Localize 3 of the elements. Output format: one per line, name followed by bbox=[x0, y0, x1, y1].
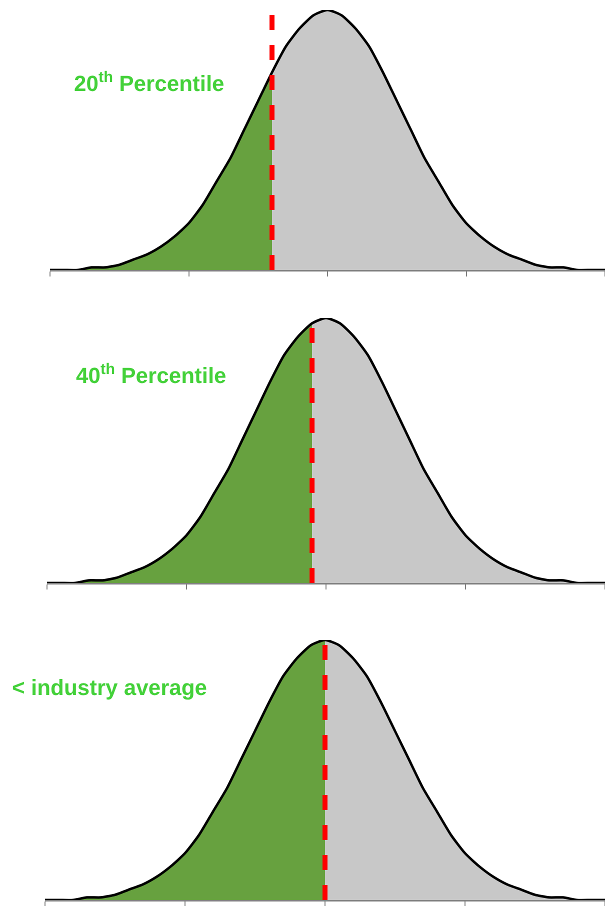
annotation: < industry average bbox=[12, 675, 208, 700]
annotation: 40$^{th}$ Percentile bbox=[76, 361, 226, 388]
annotation: 20$^{th}$ Percentile bbox=[74, 69, 224, 96]
